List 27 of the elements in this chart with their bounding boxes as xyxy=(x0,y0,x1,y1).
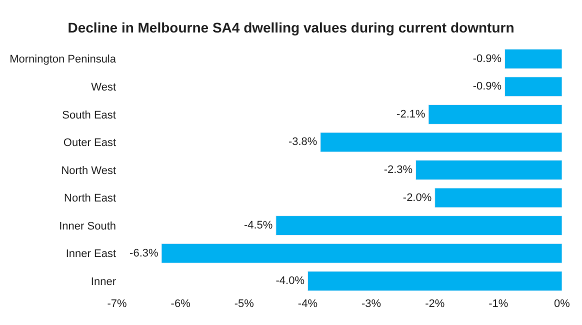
y-tick-label: North East xyxy=(64,192,116,205)
y-tick-label: Outer East xyxy=(63,137,116,150)
y-tick-label: Inner xyxy=(90,276,116,288)
x-tick-label: -6% xyxy=(170,298,191,310)
data-label: -6.3% xyxy=(130,247,158,260)
data-label: -0.9% xyxy=(472,52,502,65)
x-tick-label: -2% xyxy=(425,298,445,310)
x-tick-label: 0% xyxy=(554,298,570,310)
y-tick-label: South East xyxy=(62,109,116,122)
data-label: -2.0% xyxy=(402,192,432,204)
x-tick-label: -5% xyxy=(234,298,254,310)
chart-title: Decline in Melbourne SA4 dwelling values during current downturn xyxy=(68,20,514,36)
data-label: -4.0% xyxy=(276,275,305,288)
y-tick-label: North West xyxy=(61,164,116,177)
data-label: -2.1% xyxy=(396,108,426,120)
y-tick-label: West xyxy=(91,82,116,94)
x-tick-label: -4% xyxy=(298,298,318,310)
y-tick-label: Inner South xyxy=(59,220,116,232)
x-tick-label: -7% xyxy=(107,298,127,310)
y-tick-label: Inner East xyxy=(66,248,116,260)
y-tick-label: Mornington Peninsula xyxy=(10,54,117,66)
data-label: -0.9% xyxy=(472,80,502,93)
data-label: -4.5% xyxy=(244,220,273,232)
x-tick-label: -1% xyxy=(488,298,508,310)
data-label: -2.3% xyxy=(384,164,413,176)
data-label: -3.8% xyxy=(288,136,318,148)
x-tick-label: -3% xyxy=(362,298,382,310)
